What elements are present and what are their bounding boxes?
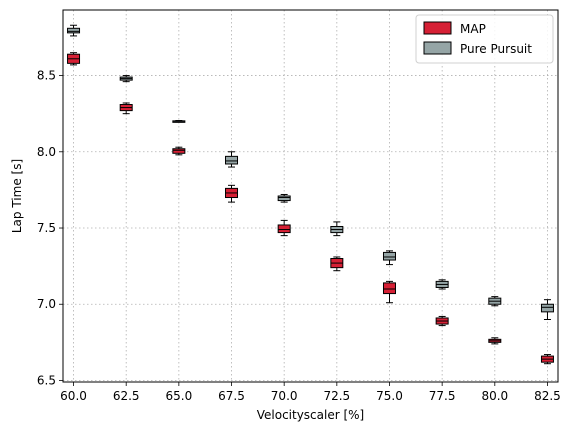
box-map [67, 52, 81, 66]
box-map [172, 146, 186, 156]
x-tick-label: 82.5 [534, 389, 561, 403]
box-pure-pursuit [172, 120, 186, 123]
box-map [540, 354, 554, 365]
x-tick-label: 72.5 [323, 389, 350, 403]
x-tick-label: 70.0 [271, 389, 298, 403]
y-tick-label: 8.5 [37, 69, 56, 83]
plot-area [63, 10, 558, 382]
box-pure-pursuit [488, 296, 502, 307]
legend-label: Pure Pursuit [460, 42, 532, 56]
box-pure-pursuit [277, 193, 291, 203]
iqr-box [225, 155, 239, 165]
x-tick-label: 75.0 [376, 389, 403, 403]
iqr-box [382, 251, 396, 261]
iqr-box [277, 195, 291, 202]
y-tick-label: 7.0 [37, 297, 56, 311]
x-tick-label: 77.5 [429, 389, 456, 403]
box-pure-pursuit [435, 279, 449, 290]
box-pure-pursuit [67, 24, 81, 37]
x-tick-label: 65.0 [165, 389, 192, 403]
y-axis-title: Lap Time [s] [10, 159, 24, 233]
box-map [225, 184, 239, 203]
box-pure-pursuit [330, 221, 344, 237]
y-tick-label: 6.5 [37, 373, 56, 387]
box-map [277, 219, 291, 237]
box-map [488, 337, 502, 345]
legend-label: MAP [460, 22, 486, 36]
x-tick-label: 67.5 [218, 389, 245, 403]
box-pure-pursuit [119, 75, 133, 83]
iqr-box [382, 282, 396, 295]
iqr-box [67, 27, 81, 34]
box-map [435, 315, 449, 327]
box-pure-pursuit [225, 151, 239, 168]
box-map [330, 256, 344, 272]
x-tick-label: 80.0 [481, 389, 508, 403]
x-tick-label: 60.0 [60, 389, 87, 403]
ticks: 60.0 62.5 65.0 67.5 70.0 72.5 75.0 77.5 80.0 82.5… [37, 69, 561, 403]
legend-swatch [423, 41, 452, 55]
y-tick-label: 8.0 [37, 145, 56, 159]
box-map [382, 280, 396, 304]
legend: MAP Pure Pursuit [415, 14, 554, 64]
box-map [119, 102, 133, 115]
y-tick-label: 7.5 [37, 221, 56, 235]
iqr-box [172, 148, 186, 154]
legend-swatch [423, 21, 452, 35]
boxes [67, 24, 554, 365]
iqr-box [277, 224, 291, 234]
box-pure-pursuit [540, 299, 554, 320]
x-tick-label: 62.5 [113, 389, 140, 403]
iqr-box [540, 303, 554, 313]
x-axis-title: Velocityscaler [%] [257, 408, 365, 422]
grid-lines [63, 10, 558, 382]
box-pure-pursuit [382, 250, 396, 266]
plot-frame [62, 9, 559, 383]
